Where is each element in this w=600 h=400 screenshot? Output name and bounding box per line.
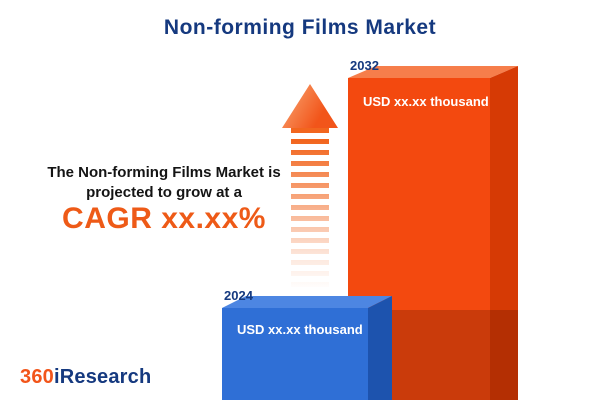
cagr-highlight: CAGR xx.xx% [62,202,266,235]
bar-2024-top-face [222,296,392,308]
tagline-line-2: projected to grow at a [86,184,242,202]
tagline-line-1: The Non-forming Films Market is [47,164,281,181]
growth-arrow-fade-overlay [291,128,329,290]
bar-2024-front-face [222,308,368,400]
logo-360iresearch: 360iResearch [20,366,151,389]
bar-2032-value-label: USD xx.xx thousand [363,94,489,109]
page-title: Non-forming Films Market [163,16,437,39]
growth-arrow-head-icon [282,84,338,128]
bar-2024-year-label: 2024 [224,288,253,303]
tagline-text: The Non-forming Films Market is projecte… [28,163,300,204]
bar-2032-year-label: 2032 [350,58,379,73]
bar-2032-side-face [490,66,518,400]
bar-2024-value-label: USD xx.xx thousand [237,322,363,337]
logo-suffix: iResearch [53,366,152,388]
bar-2032-top-face [348,66,518,78]
bar-2024-side-face [368,296,392,400]
logo-prefix: 360 [20,366,54,388]
